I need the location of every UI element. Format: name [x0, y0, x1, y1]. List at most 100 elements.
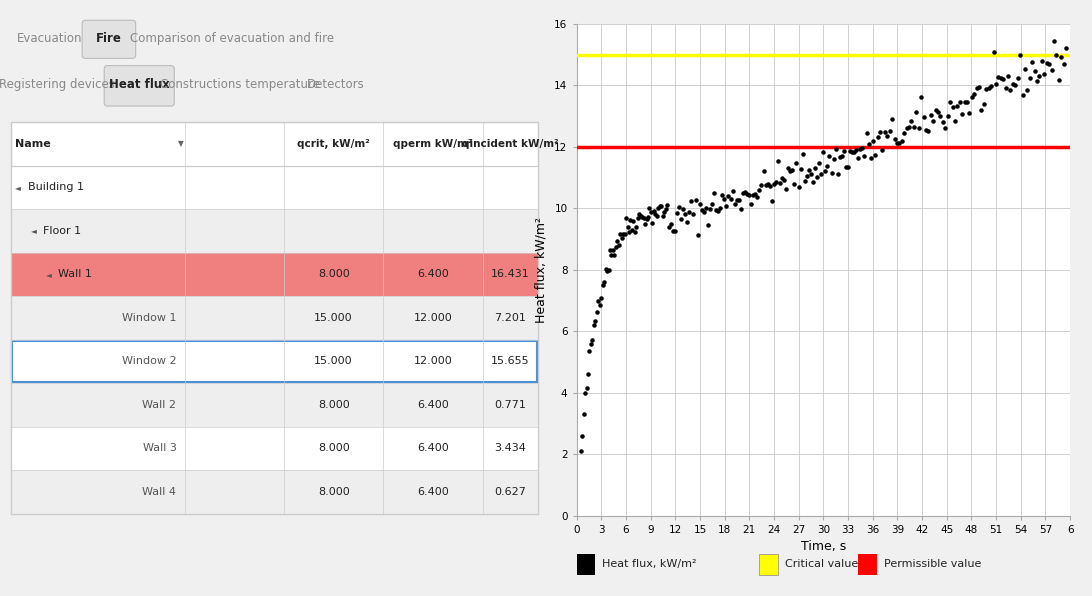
FancyBboxPatch shape [104, 66, 175, 106]
Point [778, 184, 795, 194]
Point [724, 186, 741, 195]
Point [717, 201, 735, 211]
Point [959, 97, 976, 107]
Point [817, 166, 834, 176]
Text: ◄: ◄ [46, 270, 52, 279]
Point [638, 214, 655, 224]
Text: Wall 4: Wall 4 [142, 487, 177, 497]
Point [662, 219, 679, 229]
Point [712, 203, 729, 213]
Point [922, 110, 939, 120]
Point [572, 446, 590, 455]
Point [1055, 60, 1072, 69]
Point [697, 204, 714, 213]
Point [617, 214, 634, 224]
Point [1017, 64, 1034, 74]
Point [925, 116, 942, 126]
Point [658, 200, 676, 210]
FancyBboxPatch shape [11, 296, 537, 340]
Point [710, 207, 727, 216]
Point [862, 153, 879, 163]
Point [625, 216, 642, 225]
Point [585, 320, 603, 330]
Bar [858, 554, 877, 575]
Point [843, 147, 860, 157]
Text: Registering devices: Registering devices [0, 78, 115, 91]
Point [624, 225, 641, 235]
Point [695, 207, 712, 217]
Point [626, 227, 643, 237]
Point [715, 195, 733, 204]
Point [637, 219, 654, 228]
Point [864, 136, 881, 146]
Point [608, 236, 626, 246]
Point [630, 209, 648, 219]
Text: Heat flux, kW/m²: Heat flux, kW/m² [603, 560, 697, 569]
Text: 6.400: 6.400 [417, 487, 449, 497]
Point [977, 84, 995, 94]
Point [687, 195, 704, 204]
Point [755, 166, 772, 176]
Point [999, 72, 1017, 81]
Point [678, 217, 696, 226]
Point [903, 116, 921, 125]
Point [1007, 80, 1024, 90]
Point [869, 132, 887, 141]
Point [1013, 91, 1031, 100]
Point [953, 109, 971, 119]
Point [726, 200, 744, 209]
Point [676, 209, 693, 219]
Point [845, 147, 863, 156]
Point [573, 431, 591, 440]
Point [997, 83, 1014, 92]
FancyBboxPatch shape [11, 253, 537, 296]
Point [827, 145, 844, 154]
Point [963, 92, 981, 102]
Point [941, 98, 959, 107]
Point [749, 192, 767, 201]
Point [1001, 85, 1019, 95]
Point [708, 205, 725, 215]
Point [810, 158, 828, 167]
Point [1043, 65, 1060, 74]
Point [852, 145, 869, 154]
Text: Wall 2: Wall 2 [142, 400, 177, 410]
Text: Permissible value: Permissible value [883, 560, 981, 569]
Text: Building 1: Building 1 [27, 182, 84, 193]
Point [574, 409, 592, 418]
Point [732, 204, 749, 213]
Point [847, 145, 865, 155]
Point [693, 205, 711, 215]
X-axis label: Time, s: Time, s [800, 540, 846, 553]
Point [657, 204, 675, 213]
Point [956, 98, 973, 107]
Point [1023, 57, 1041, 66]
Point [701, 204, 719, 214]
Point [886, 134, 903, 144]
Point [983, 82, 1000, 91]
Text: Wall 3: Wall 3 [143, 443, 177, 454]
FancyBboxPatch shape [11, 470, 537, 514]
Text: qincident kW/m²: qincident kW/m² [462, 139, 558, 149]
Point [919, 126, 937, 136]
Point [578, 383, 595, 392]
Point [854, 143, 871, 153]
Point [874, 145, 891, 155]
Point [602, 245, 619, 254]
Point [579, 369, 596, 378]
Point [841, 146, 858, 156]
Point [822, 168, 840, 178]
Point [961, 108, 978, 117]
Point [1045, 36, 1063, 46]
Point [888, 138, 905, 148]
Point [763, 196, 781, 206]
Text: 16.431: 16.431 [490, 269, 530, 280]
Point [907, 107, 925, 117]
Point [646, 210, 664, 219]
Text: 7.201: 7.201 [495, 313, 526, 323]
Point [651, 201, 668, 210]
Point [703, 199, 721, 209]
Text: Heat flux: Heat flux [109, 78, 169, 91]
Point [590, 296, 607, 306]
Point [743, 200, 760, 209]
